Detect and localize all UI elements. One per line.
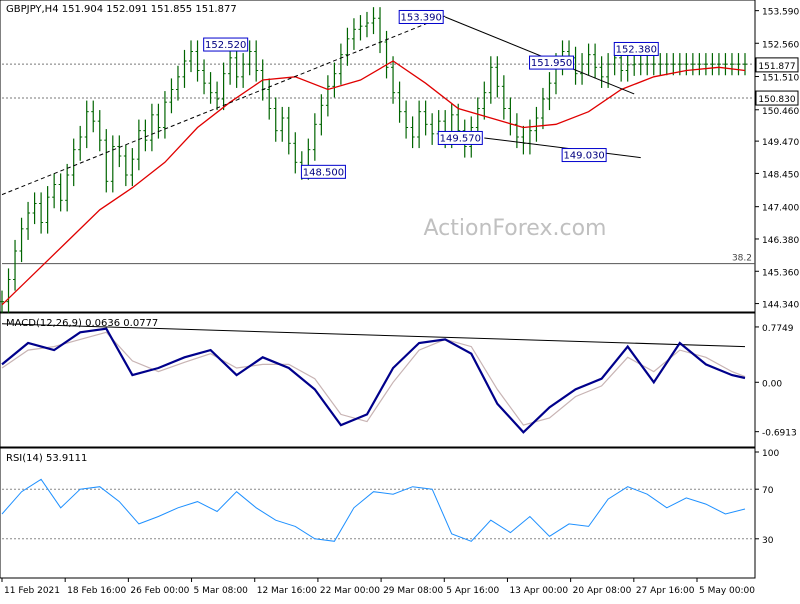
price-annotation-label: 152.520 <box>205 40 246 51</box>
price-annotation-box <box>300 164 346 179</box>
price-annotation-label: 151.950 <box>531 58 572 69</box>
rsi-panel-frame <box>0 447 756 579</box>
macd-y-tick-label: 0.00 <box>762 379 782 389</box>
price-annotation-label: 149.570 <box>440 133 481 144</box>
price-annotation-label: 148.500 <box>303 167 344 178</box>
price-annotation-label: 153.390 <box>401 12 442 23</box>
moving-average-line <box>1 60 746 306</box>
macd-y-tick-label: 0.7749 <box>762 324 794 334</box>
price-y-tick-label: 153.590 <box>762 8 799 18</box>
price-y-tick-label: 150.460 <box>762 107 799 117</box>
price-annotation-box <box>529 55 575 70</box>
x-axis-tick-label: 5 Mar 08:00 <box>194 586 249 596</box>
fib-level-label: 38.2 <box>732 254 752 264</box>
price-annotation-box <box>437 130 483 145</box>
macd-layer: 0.7749 0.00 -0.6913 <box>1 323 797 439</box>
price-y-tick-label: 148.450 <box>762 170 799 180</box>
trendline <box>445 16 635 95</box>
price-annotation-box <box>203 37 249 52</box>
price-annotation-label: 149.030 <box>563 151 604 162</box>
macd-main-line <box>1 327 746 434</box>
macd-title: MACD(12,26,9) 0.0636 0.0777 <box>6 318 158 329</box>
x-axis-tick-label: 12 Mar 16:00 <box>257 586 317 596</box>
price-y-tick-label: 149.470 <box>762 138 799 148</box>
x-axis-tick-label: 20 Apr 08:00 <box>573 586 632 596</box>
x-axis-tick-label: 13 Apr 00:00 <box>509 586 568 596</box>
macd-y-tick-label: -0.6913 <box>762 429 797 439</box>
x-axis-tick-label: 18 Feb 16:00 <box>67 586 126 596</box>
x-axis-tick-label: 29 Mar 08:00 <box>383 586 443 596</box>
level-tag-label: 150.830 <box>758 95 795 105</box>
macd-signal-line <box>1 331 746 426</box>
price-y-tick-label: 145.360 <box>762 268 799 278</box>
price-annotation-box <box>398 9 444 24</box>
price-annotation-box <box>613 41 659 56</box>
x-axis-tick-label: 26 Feb 00:00 <box>130 586 189 596</box>
trendline <box>1 15 446 196</box>
x-axis-tick-label: 27 Apr 16:00 <box>636 586 695 596</box>
x-axis-layer: 11 Feb 2021 18 Feb 16:00 26 Feb 00:00 5 Mar… <box>1 578 755 596</box>
price-annotation-label: 152.380 <box>616 44 657 55</box>
level-tag-box <box>755 90 799 106</box>
price-layer: 153.590 152.560 151.510 150.460 149.470 148.4… <box>0 7 799 313</box>
price-y-tick-label: 151.510 <box>762 74 799 84</box>
x-axis-tick-label: 11 Feb 2021 <box>4 586 60 596</box>
rsi-layer: 100 70 30 <box>1 449 779 546</box>
x-axis-tick-label: 22 Mar 00:00 <box>320 586 380 596</box>
trendline <box>484 137 641 159</box>
price-y-tick-label: 144.340 <box>762 301 799 311</box>
current-price-label: 151.877 <box>758 62 795 72</box>
price-y-tick-label: 152.560 <box>762 40 799 50</box>
price-annotation-box <box>561 148 607 163</box>
rsi-y-tick-label: 100 <box>762 449 779 459</box>
watermark: ActionForex.com <box>424 216 607 241</box>
price-title: GBPJPY,H4 151.904 152.091 151.855 151.87… <box>6 4 237 15</box>
rsi-line <box>1 478 746 542</box>
price-y-tick-label: 147.400 <box>762 204 799 214</box>
macd-panel-frame <box>0 312 756 448</box>
rsi-title: RSI(14) 53.9111 <box>6 453 87 464</box>
price-panel-frame <box>0 0 756 313</box>
price-y-tick-label: 146.380 <box>762 236 799 246</box>
macd-trendline <box>1 323 746 348</box>
rsi-y-tick-label: 30 <box>762 536 774 546</box>
rsi-y-tick-label: 70 <box>762 486 774 496</box>
x-axis-tick-label: 5 Apr 16:00 <box>446 586 499 596</box>
current-price-box <box>755 57 799 73</box>
x-axis-tick-label: 5 May 00:00 <box>699 586 755 596</box>
